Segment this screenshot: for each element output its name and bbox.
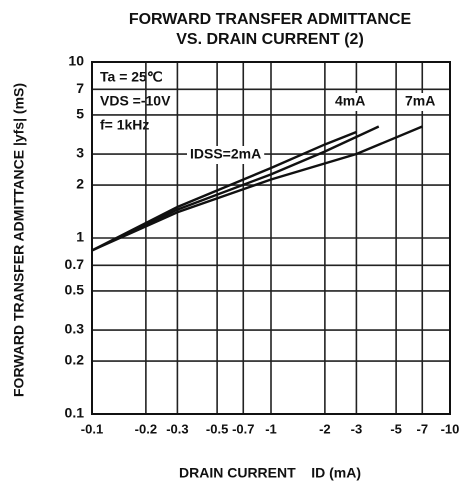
legend-label: IDSS=2mA [190,146,261,162]
y-tick-label: 0.7 [65,256,85,272]
y-tick-label: 0.1 [65,405,85,421]
chart-subtitle: VS. DRAIN CURRENT (2) [176,31,364,48]
line-series [91,125,423,252]
x-tick-label: -0.1 [81,421,103,436]
x-tick-label: -2 [319,421,331,436]
legend-label: 4mA [335,93,365,109]
x-tick-label: -10 [441,421,460,436]
legend-label-bg [332,93,369,111]
annotation: f= 1kHz [100,117,149,133]
legend-label: 7mA [405,93,435,109]
line-series [91,130,357,252]
y-tick-label: 0.2 [65,352,85,368]
chart-title: FORWARD TRANSFER ADMITTANCE [129,11,412,28]
legend-label-bg [402,93,439,111]
y-tick-label: 0.5 [65,282,85,298]
x-tick-label: -1 [265,421,277,436]
x-tick-label: -3 [351,421,363,436]
y-tick-label: 10 [68,53,84,69]
x-tick-label: -5 [390,421,402,436]
x-axis-label: DRAIN CURRENT ID (mA) [179,465,361,481]
y-tick-label: 7 [76,80,84,96]
annotation: Ta = 25℃ [100,69,163,85]
y-axis-label: FORWARD TRANSFER ADMITTANCE |yfs| (mS) [11,83,27,397]
legend-label-bg [187,146,265,164]
y-tick-label: 1 [76,229,84,245]
y-tick-label: 3 [76,145,84,161]
annotation: VDS =-10V [100,93,171,109]
x-tick-label: -0.7 [232,421,254,436]
y-tick-label: 2 [76,176,84,192]
x-tick-label: -0.2 [135,421,157,436]
line-series [91,125,380,252]
x-tick-label: -0.3 [166,421,188,436]
plot-frame [91,61,451,415]
y-tick-label: 5 [76,106,84,122]
y-tick-label: 0.3 [65,321,85,337]
x-tick-label: -0.5 [206,421,228,436]
x-tick-label: -7 [416,421,428,436]
